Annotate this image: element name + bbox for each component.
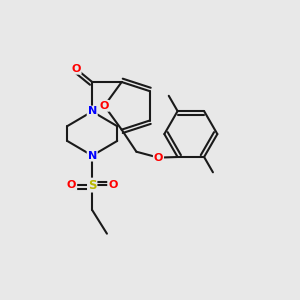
Text: O: O — [100, 101, 109, 111]
Text: S: S — [88, 178, 97, 192]
Text: N: N — [88, 151, 97, 160]
Text: O: O — [67, 180, 76, 190]
Text: N: N — [88, 106, 97, 116]
Text: O: O — [71, 64, 81, 74]
Text: O: O — [154, 153, 163, 163]
Text: O: O — [108, 180, 118, 190]
